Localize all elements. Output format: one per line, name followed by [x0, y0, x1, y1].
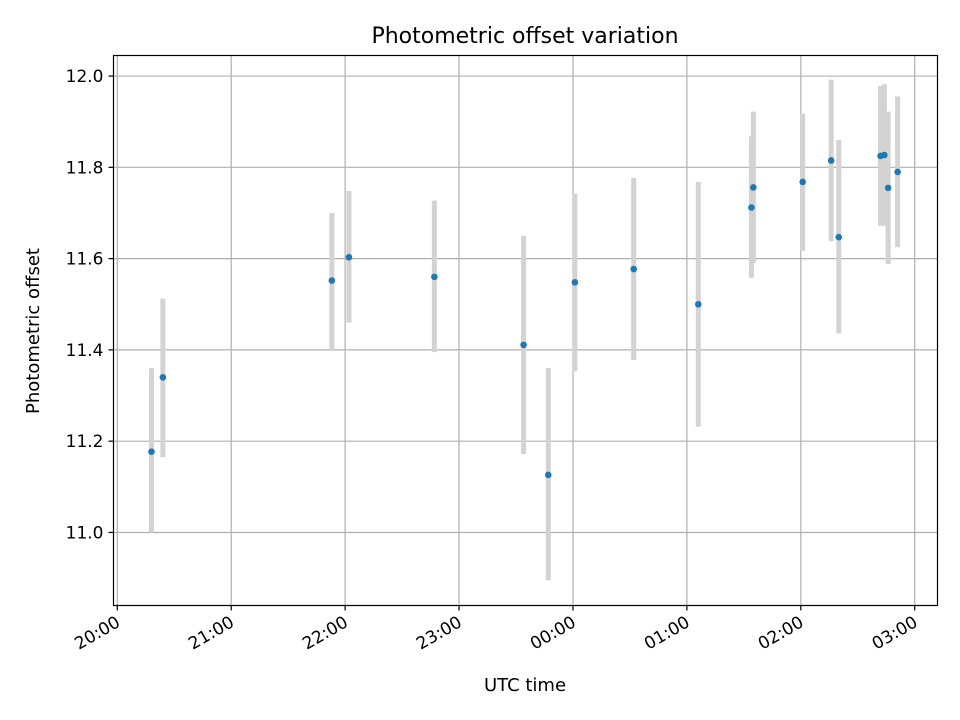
- data-point: [328, 277, 336, 284]
- plot-frame: [112, 54, 939, 607]
- data-point: [431, 273, 438, 281]
- y-tick-label: 11.4: [66, 341, 104, 361]
- y-tick-label: 11.0: [66, 523, 104, 543]
- x-axis-title: UTC time: [484, 675, 566, 696]
- data-point: [884, 184, 892, 192]
- y-axis: 11.0 11.2 11.4 11.6 11.8 12.0: [66, 67, 114, 543]
- data-point: [827, 157, 835, 164]
- data-point: [835, 233, 843, 241]
- y-tick-label: 11.6: [66, 250, 104, 270]
- data-points: [148, 151, 901, 479]
- data-point: [159, 373, 167, 381]
- data-point: [345, 253, 353, 261]
- data-point: [748, 204, 755, 211]
- data-point: [750, 184, 757, 191]
- y-axis-title: Photometric offset: [23, 248, 44, 414]
- data-point: [148, 448, 155, 455]
- data-point: [799, 178, 806, 186]
- data-point: [544, 471, 552, 479]
- data-point: [894, 168, 901, 176]
- data-point: [630, 265, 638, 273]
- data-point: [694, 300, 702, 308]
- chart-title: Photometric offset variation: [371, 24, 678, 49]
- y-tick-label: 11.2: [66, 432, 104, 452]
- data-point: [520, 341, 527, 349]
- y-tick-label: 11.8: [66, 158, 104, 178]
- y-tick-label: 12.0: [66, 67, 104, 87]
- data-point: [571, 279, 579, 286]
- data-point: [881, 151, 888, 159]
